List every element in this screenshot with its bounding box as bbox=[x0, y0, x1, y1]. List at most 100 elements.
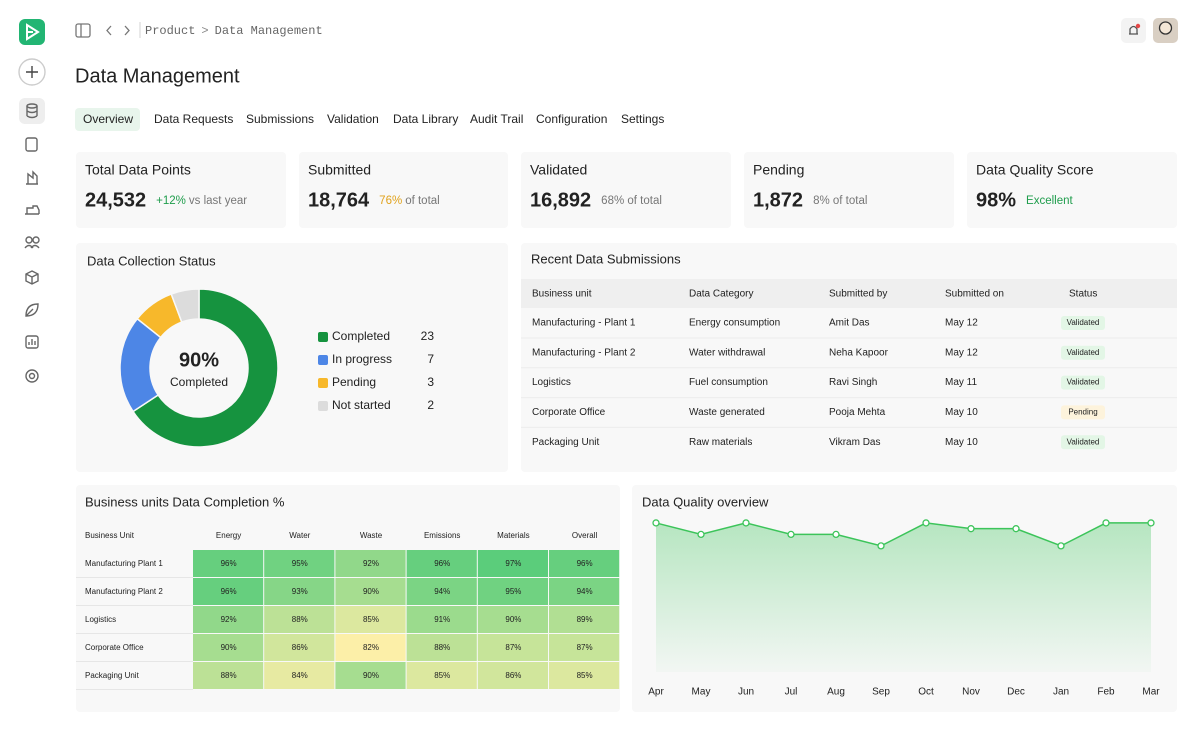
kpi-label: Total Data Points bbox=[85, 162, 191, 178]
tab[interactable]: Validation bbox=[327, 112, 379, 126]
table-cell: May 10 bbox=[945, 437, 978, 448]
sidebar-toggle[interactable] bbox=[75, 23, 91, 38]
heatmap-cell bbox=[264, 634, 335, 661]
kpi-label: Data Quality Score bbox=[976, 162, 1094, 178]
status-pill bbox=[1061, 316, 1105, 330]
heatmap-cell bbox=[335, 578, 406, 605]
kpi-value: 98% bbox=[976, 189, 1016, 211]
heatmap-label: 86% bbox=[292, 643, 308, 652]
breadcrumb-item: Data Management bbox=[215, 24, 323, 38]
heatmap-cell bbox=[335, 634, 406, 661]
heatmap-cell bbox=[549, 578, 620, 605]
heatmap-row-label: Corporate Office bbox=[85, 643, 144, 652]
tab[interactable]: Overview bbox=[83, 112, 133, 126]
status-pill bbox=[1061, 345, 1105, 360]
donut-center-value: 90% bbox=[179, 349, 219, 371]
kpi-note: 76% of total bbox=[379, 195, 440, 207]
heatmap-cell bbox=[549, 550, 620, 577]
table-cell: Waste generated bbox=[689, 407, 765, 418]
x-tick-label: Aug bbox=[827, 687, 845, 698]
table-title: Recent Data Submissions bbox=[531, 251, 681, 266]
legend-label: Pending bbox=[332, 375, 376, 389]
table-cell: Raw materials bbox=[689, 437, 752, 448]
heatmap-cell bbox=[477, 550, 548, 577]
tab[interactable]: Audit Trail bbox=[470, 112, 523, 126]
heatmap-row-label: Manufacturing Plant 1 bbox=[85, 559, 163, 568]
tab[interactable]: Settings bbox=[621, 112, 664, 126]
heatmap-column: Energy bbox=[216, 531, 241, 540]
heatmap-label: 96% bbox=[221, 587, 237, 596]
table-cell: Packaging Unit bbox=[532, 437, 599, 448]
heatmap-label: 92% bbox=[221, 615, 237, 624]
point bbox=[742, 519, 750, 527]
breadcrumb: Product > Data Management bbox=[145, 24, 323, 38]
nav-users[interactable] bbox=[25, 236, 33, 244]
table-cell: Manufacturing - Plant 2 bbox=[532, 347, 636, 358]
point bbox=[652, 519, 660, 527]
heatmap-label: 88% bbox=[221, 671, 237, 680]
back-button[interactable] bbox=[106, 25, 112, 36]
heatmap-cell bbox=[549, 634, 620, 661]
legend-swatch bbox=[318, 401, 328, 411]
nav-leaf[interactable] bbox=[25, 303, 39, 317]
notifications[interactable] bbox=[1121, 18, 1146, 43]
nav-reports[interactable] bbox=[25, 137, 38, 152]
table-header: Status bbox=[1069, 289, 1097, 300]
forward-button[interactable] bbox=[124, 25, 130, 36]
heatmap-cell bbox=[549, 662, 620, 689]
heatmap-label: 90% bbox=[221, 643, 237, 652]
tab[interactable]: Submissions bbox=[246, 112, 314, 126]
heatmap-label: 96% bbox=[577, 559, 593, 568]
heatmap-cell bbox=[477, 606, 548, 633]
donut-hole bbox=[150, 319, 248, 417]
heatmap-label: 88% bbox=[434, 643, 450, 652]
tab[interactable]: Configuration bbox=[536, 112, 607, 126]
nav-target[interactable] bbox=[25, 369, 39, 383]
heatmap-label: 89% bbox=[577, 615, 593, 624]
status-badge: Validated bbox=[1067, 378, 1100, 387]
kpi-value: 24,532 bbox=[85, 189, 146, 211]
tab[interactable]: Data Library bbox=[393, 112, 458, 126]
heatmap-label: 85% bbox=[577, 671, 593, 680]
kpi-highlight: +12% bbox=[156, 195, 186, 207]
legend-swatch bbox=[318, 332, 328, 342]
chart-title: Data Quality overview bbox=[642, 494, 769, 509]
tab[interactable]: Data Requests bbox=[154, 112, 233, 126]
heatmap-cell bbox=[477, 662, 548, 689]
table-cell: May 12 bbox=[945, 318, 978, 329]
add-button[interactable] bbox=[18, 58, 46, 86]
nav-chart[interactable] bbox=[25, 335, 39, 349]
table-header-row bbox=[521, 279, 1177, 308]
breadcrumb-separator: > bbox=[201, 24, 208, 38]
heatmap-label: 86% bbox=[505, 671, 521, 680]
heatmap-label: 94% bbox=[577, 587, 593, 596]
heatmap-column: Overall bbox=[572, 531, 598, 540]
point bbox=[1012, 525, 1020, 533]
nav-truck[interactable] bbox=[25, 205, 40, 215]
table-cell: May 11 bbox=[945, 377, 977, 388]
kpi-note-text: 8% of total bbox=[813, 195, 867, 207]
kpi-value: 16,892 bbox=[530, 189, 591, 211]
status-badge: Validated bbox=[1067, 348, 1100, 357]
nav-users-2 bbox=[32, 236, 40, 244]
kpi-label: Validated bbox=[530, 162, 587, 178]
heatmap-label: 92% bbox=[363, 559, 379, 568]
table-cell: Manufacturing - Plant 1 bbox=[532, 318, 636, 329]
kpi-note: Excellent bbox=[1026, 195, 1073, 207]
legend-swatch bbox=[318, 355, 328, 365]
tab-active-bg bbox=[75, 108, 140, 131]
heatmap-cell bbox=[335, 550, 406, 577]
status-pill bbox=[1061, 435, 1105, 450]
breadcrumb-item[interactable]: Product bbox=[145, 24, 195, 38]
point bbox=[1102, 519, 1110, 527]
kpi-label: Pending bbox=[753, 162, 804, 178]
page-title: Data Management bbox=[75, 65, 240, 87]
kpi-note: 68% of total bbox=[601, 195, 662, 207]
nav-box[interactable] bbox=[25, 270, 39, 285]
nav-factory[interactable] bbox=[26, 170, 38, 185]
heatmap-label: 94% bbox=[434, 587, 450, 596]
heatmap-cell bbox=[193, 606, 264, 633]
heatmap-label: 87% bbox=[577, 643, 593, 652]
nav-active[interactable] bbox=[19, 98, 45, 124]
